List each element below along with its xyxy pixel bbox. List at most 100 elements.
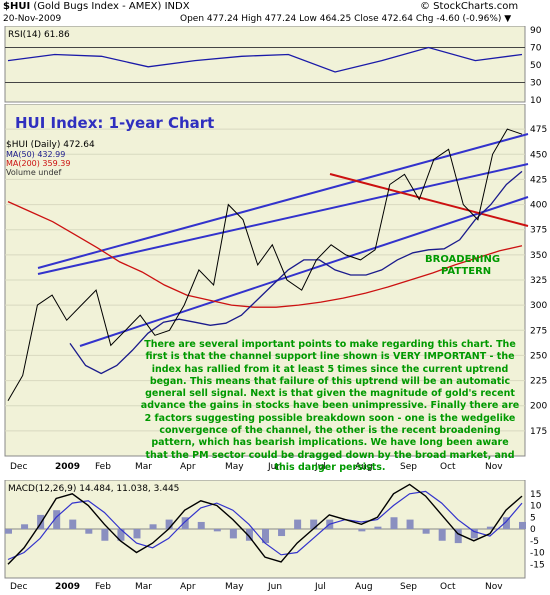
macd-tick-label: 15 xyxy=(530,490,541,500)
macd-hist-bar xyxy=(519,521,526,529)
macd-tick-label: 5 xyxy=(530,513,536,523)
macd-hist-bar xyxy=(133,529,141,539)
macd-hist-bar xyxy=(438,529,446,541)
macd-month-label: 2009 xyxy=(55,582,80,592)
macd-hist-bar xyxy=(101,529,109,541)
macd-hist-bar xyxy=(358,529,366,532)
index-name: (Gold Bugs Index - AMEX) INDX xyxy=(33,1,190,12)
price-month-label: 2009 xyxy=(55,462,80,472)
macd-hist-bar xyxy=(374,526,382,529)
rsi-tick-label: 70 xyxy=(530,44,542,54)
macd-month-label: Feb xyxy=(95,582,111,592)
ticker-symbol: $HUI xyxy=(3,1,31,12)
rsi-axis: 90 70 50 30 10 xyxy=(530,26,542,104)
legend-ma50: MA(50) 432.99 xyxy=(6,150,65,159)
ohlc-readout: Open 477.24 High 477.24 Low 464.25 Close… xyxy=(180,14,512,24)
price-month-label: Nov xyxy=(485,462,503,472)
macd-hist-bar xyxy=(21,524,29,529)
macd-line xyxy=(7,483,523,565)
rsi-tick-label: 90 xyxy=(530,26,542,36)
channel-mid-line xyxy=(37,163,529,275)
macd-hist-bar xyxy=(181,517,189,529)
price-month-labels: Dec 2009 Feb Mar Apr May Jun Jul Aug Sep Oct Nov xyxy=(10,462,503,472)
price-month-label: Jul xyxy=(314,462,326,472)
rsi-tick-label: 10 xyxy=(530,96,542,104)
macd-hist-bar xyxy=(53,510,61,529)
macd-month-label: Jun xyxy=(267,582,282,592)
macd-tick-label: -10 xyxy=(530,549,545,559)
macd-hist-bar xyxy=(85,529,93,534)
legend-ma200: MA(200) 359.39 xyxy=(6,159,70,168)
price-tick-label: 300 xyxy=(530,301,547,311)
price-tick-label: 250 xyxy=(530,351,547,361)
macd-tick-label: 0 xyxy=(530,525,536,535)
macd-hist-bar xyxy=(117,529,125,541)
rsi-tick-label: 30 xyxy=(530,79,542,89)
chart-title: HUI Index: 1-year Chart xyxy=(15,114,214,132)
rsi-panel: RSI(14) 61.86 90 70 50 30 10 xyxy=(4,26,542,104)
macd-month-label: Aug xyxy=(355,582,373,592)
macd-panel: MACD(12,26,9) 14.484, 11.038, 3.445 15 10… xyxy=(4,480,545,592)
legend-volume: Volume undef xyxy=(6,168,61,177)
macd-month-label: Sep xyxy=(400,582,417,592)
macd-hist-bar xyxy=(213,529,221,532)
macd-month-label: Apr xyxy=(180,582,196,592)
macd-signal-line xyxy=(7,490,523,561)
price-tick-label: 450 xyxy=(530,150,547,160)
macd-hist-bar xyxy=(406,519,414,529)
macd-hist-bar xyxy=(294,519,302,529)
macd-hist-bar xyxy=(486,526,494,529)
rsi-gridlines xyxy=(5,47,525,83)
macd-hist-bar xyxy=(502,517,510,529)
price-month-label: Feb xyxy=(95,462,111,472)
macd-tick-label: -5 xyxy=(530,537,539,547)
price-month-label: Jun xyxy=(267,462,282,472)
price-tick-label: 225 xyxy=(530,377,547,387)
legend-hui: $HUI (Daily) 472.64 xyxy=(6,140,95,150)
price-tick-label: 425 xyxy=(530,175,547,185)
price-tick-label: 275 xyxy=(530,326,547,336)
channel-support-line xyxy=(79,196,529,347)
price-tick-label: 475 xyxy=(530,125,547,135)
macd-hist-bar xyxy=(454,529,462,544)
price-tick-label: 350 xyxy=(530,251,547,261)
ma50-line xyxy=(69,170,523,375)
hui-price-line xyxy=(7,128,523,401)
price-month-label: Dec xyxy=(10,462,27,472)
macd-tick-label: 10 xyxy=(530,502,542,512)
macd-hist-bar xyxy=(5,529,12,534)
price-month-label: Apr xyxy=(180,462,196,472)
macd-hist-bar xyxy=(165,519,173,529)
channel-upper-line xyxy=(37,133,529,269)
broadening-line xyxy=(329,173,529,227)
macd-hist-bar xyxy=(69,519,77,529)
macd-month-label: Nov xyxy=(485,582,503,592)
price-month-label: Aug xyxy=(355,462,373,472)
price-tick-label: 375 xyxy=(530,226,547,236)
annotation-text: There are several important points to ma… xyxy=(140,339,520,473)
macd-label: MACD(12,26,9) 14.484, 11.038, 3.445 xyxy=(8,484,179,494)
macd-tick-label: -15 xyxy=(530,560,545,570)
macd-hist-bar xyxy=(197,521,205,529)
macd-hist-bar xyxy=(262,529,269,544)
price-month-label: Sep xyxy=(400,462,417,472)
rsi-tick-label: 50 xyxy=(530,61,542,71)
chart-header-row: $HUI (Gold Bugs Index - AMEX) INDX xyxy=(3,1,190,12)
chart-date: 20-Nov-2009 xyxy=(3,14,62,24)
price-tick-label: 400 xyxy=(530,201,547,211)
price-month-label: Oct xyxy=(440,462,456,472)
price-month-label: May xyxy=(225,462,244,472)
macd-month-label: Jul xyxy=(314,582,326,592)
price-tick-label: 175 xyxy=(530,427,547,437)
macd-hist-bar xyxy=(245,529,253,541)
macd-hist-bar xyxy=(229,529,237,539)
macd-month-label: Mar xyxy=(135,582,152,592)
ma200-line xyxy=(7,201,523,308)
macd-hist-bar xyxy=(278,529,286,537)
macd-month-label: May xyxy=(225,582,244,592)
watermark: © StockCharts.com xyxy=(420,1,519,12)
macd-hist-bar xyxy=(470,529,478,539)
broadening-annotation-line2: PATTERN xyxy=(441,266,491,277)
macd-hist-bar xyxy=(310,519,318,529)
price-panel: 475450425400375350325300275250225200175 … xyxy=(4,104,547,472)
